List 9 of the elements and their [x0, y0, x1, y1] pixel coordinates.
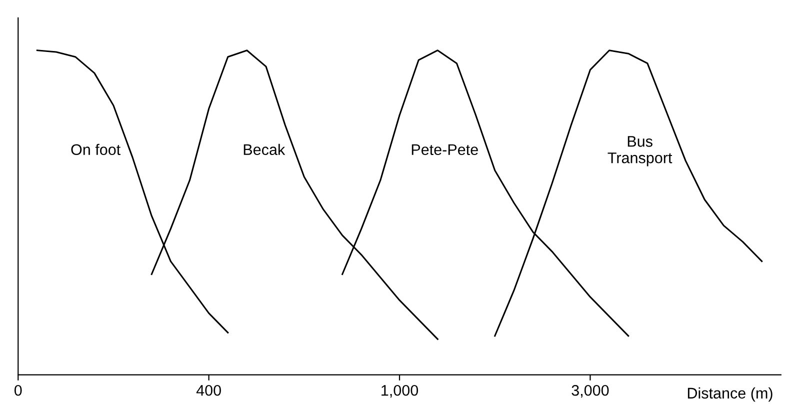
- series-label: On foot: [71, 144, 121, 156]
- x-tick-label: 3,000: [572, 384, 609, 398]
- series-label: Pete-Pete: [412, 144, 478, 156]
- x-tick-label: 400: [196, 384, 221, 396]
- series-label: Becak: [244, 144, 286, 156]
- x-tick-label: 1,000: [382, 384, 418, 398]
- series-label: Bus Transport: [608, 136, 672, 166]
- x-axis-title: Distance (m): [688, 387, 772, 402]
- x-tick-label: 0: [14, 384, 22, 396]
